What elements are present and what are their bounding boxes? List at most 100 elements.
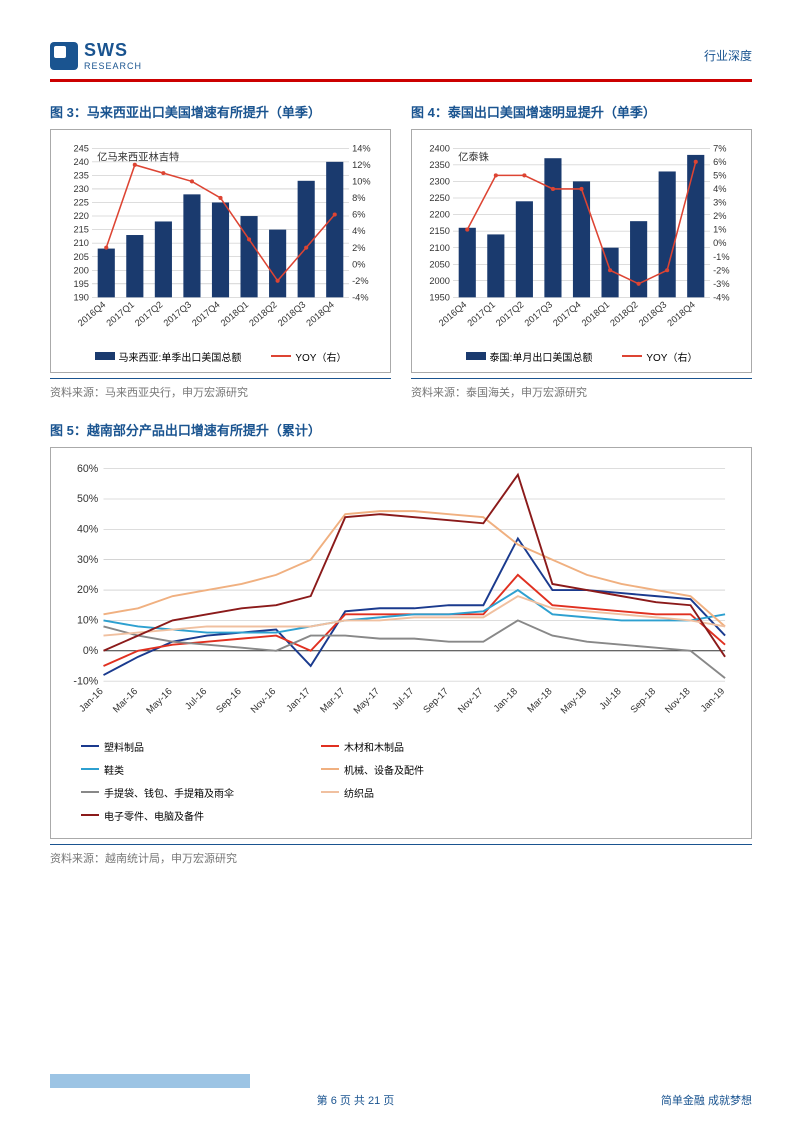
svg-text:245: 245 bbox=[73, 143, 88, 153]
svg-text:2018Q2: 2018Q2 bbox=[608, 299, 640, 328]
svg-text:Jan-17: Jan-17 bbox=[284, 686, 312, 714]
svg-text:Nov-18: Nov-18 bbox=[663, 686, 693, 716]
svg-text:2016Q4: 2016Q4 bbox=[76, 299, 108, 328]
svg-text:2018Q4: 2018Q4 bbox=[665, 299, 697, 328]
svg-text:215: 215 bbox=[73, 225, 88, 235]
chart3-legend: 马来西亚:单季出口美国总额 YOY（右） bbox=[56, 349, 385, 364]
svg-text:1%: 1% bbox=[713, 225, 726, 235]
svg-text:-2%: -2% bbox=[713, 265, 729, 275]
svg-text:14%: 14% bbox=[352, 143, 371, 153]
chart5-source: 资料来源：越南统计局，申万宏源研究 bbox=[50, 844, 752, 866]
svg-text:Mar-18: Mar-18 bbox=[525, 686, 554, 715]
header-category: 行业深度 bbox=[704, 47, 752, 64]
svg-text:2017Q4: 2017Q4 bbox=[551, 299, 583, 328]
chart4-bar-legend: 泰国:单月出口美国总额 bbox=[490, 349, 593, 364]
svg-text:0%: 0% bbox=[83, 645, 99, 657]
chart3-bar-legend: 马来西亚:单季出口美国总额 bbox=[119, 349, 242, 364]
svg-text:2018Q1: 2018Q1 bbox=[219, 299, 251, 328]
svg-text:2050: 2050 bbox=[429, 259, 450, 269]
svg-text:7%: 7% bbox=[713, 143, 726, 153]
svg-text:2018Q2: 2018Q2 bbox=[247, 299, 279, 328]
chart4-line-legend: YOY（右） bbox=[646, 349, 697, 364]
svg-text:2250: 2250 bbox=[429, 193, 450, 203]
logo-main: SWS bbox=[84, 40, 142, 61]
chart3-block: 图 3：马来西亚出口美国增速有所提升（单季） 19019520020521021… bbox=[50, 102, 391, 400]
chart5-legend-item: 纺织品 bbox=[321, 785, 521, 800]
svg-text:亿马来西亚林吉特: 亿马来西亚林吉特 bbox=[97, 151, 179, 164]
page-header: SWS RESEARCH 行业深度 bbox=[50, 40, 752, 82]
footer-slogan: 简单金融 成就梦想 bbox=[661, 1092, 752, 1108]
svg-text:195: 195 bbox=[73, 279, 88, 289]
logo-sub: RESEARCH bbox=[84, 61, 142, 71]
svg-text:May-17: May-17 bbox=[352, 686, 382, 716]
svg-text:60%: 60% bbox=[77, 462, 99, 474]
svg-text:205: 205 bbox=[73, 252, 88, 262]
svg-text:10%: 10% bbox=[77, 614, 99, 626]
logo-icon bbox=[50, 42, 78, 70]
chart5-title: 图 5：越南部分产品出口增速有所提升（累计） bbox=[50, 420, 752, 439]
chart5-block: 图 5：越南部分产品出口增速有所提升（累计） -10%0%10%20%30%40… bbox=[50, 420, 752, 866]
svg-text:4%: 4% bbox=[352, 226, 365, 236]
svg-text:2100: 2100 bbox=[429, 243, 450, 253]
svg-text:-10%: -10% bbox=[73, 675, 98, 687]
svg-text:Jan-16: Jan-16 bbox=[77, 686, 105, 714]
svg-text:Jul-18: Jul-18 bbox=[597, 686, 623, 712]
svg-text:2017Q4: 2017Q4 bbox=[190, 299, 222, 328]
svg-text:Mar-17: Mar-17 bbox=[318, 686, 347, 715]
svg-text:5%: 5% bbox=[713, 170, 726, 180]
chart5-svg: -10%0%10%20%30%40%50%60%Jan-16Mar-16May-… bbox=[61, 458, 741, 734]
svg-text:Jul-16: Jul-16 bbox=[183, 686, 209, 712]
svg-text:Jan-18: Jan-18 bbox=[492, 686, 520, 714]
chart5-legend-item: 手提袋、钱包、手提箱及雨伞 bbox=[81, 785, 281, 800]
svg-text:Sep-18: Sep-18 bbox=[629, 686, 659, 716]
svg-text:-4%: -4% bbox=[352, 292, 368, 302]
chart3-svg: 190195200205210215220225230235240245-4%-… bbox=[56, 138, 385, 344]
svg-text:190: 190 bbox=[73, 292, 88, 302]
svg-text:Nov-17: Nov-17 bbox=[456, 686, 486, 716]
svg-text:-3%: -3% bbox=[713, 279, 729, 289]
chart4-block: 图 4：泰国出口美国增速明显提升（单季） 1950200020502100215… bbox=[411, 102, 752, 400]
svg-text:Jul-17: Jul-17 bbox=[390, 686, 416, 712]
svg-text:225: 225 bbox=[73, 198, 88, 208]
chart5-legend-item: 木材和木制品 bbox=[321, 739, 521, 754]
footer: 第 6 页 共 21 页 简单金融 成就梦想 bbox=[50, 1092, 752, 1108]
svg-text:2017Q3: 2017Q3 bbox=[523, 299, 555, 328]
svg-text:240: 240 bbox=[73, 157, 88, 167]
svg-text:2018Q1: 2018Q1 bbox=[580, 299, 612, 328]
svg-text:3%: 3% bbox=[713, 198, 726, 208]
chart3-title: 图 3：马来西亚出口美国增速有所提升（单季） bbox=[50, 102, 391, 121]
svg-text:Mar-16: Mar-16 bbox=[111, 686, 140, 715]
svg-text:2400: 2400 bbox=[429, 143, 450, 153]
svg-text:2017Q2: 2017Q2 bbox=[494, 299, 526, 328]
chart4-source: 资料来源：泰国海关，申万宏源研究 bbox=[411, 378, 752, 400]
svg-text:2%: 2% bbox=[713, 211, 726, 221]
svg-text:0%: 0% bbox=[713, 238, 726, 248]
svg-text:200: 200 bbox=[73, 265, 88, 275]
svg-text:30%: 30% bbox=[77, 554, 99, 566]
chart5-legend-item: 塑料制品 bbox=[81, 739, 281, 754]
footer-page: 第 6 页 共 21 页 bbox=[317, 1092, 395, 1108]
svg-text:2200: 2200 bbox=[429, 210, 450, 220]
chart5-legend: 塑料制品木材和木制品鞋类机械、设备及配件手提袋、钱包、手提箱及雨伞纺织品电子零件… bbox=[61, 734, 741, 828]
chart5-legend-item: 电子零件、电脑及备件 bbox=[81, 808, 281, 823]
svg-text:亿泰铢: 亿泰铢 bbox=[458, 151, 489, 164]
chart4-title: 图 4：泰国出口美国增速明显提升（单季） bbox=[411, 102, 752, 121]
svg-text:230: 230 bbox=[73, 184, 88, 194]
svg-text:2017Q3: 2017Q3 bbox=[162, 299, 194, 328]
svg-text:Jan-19: Jan-19 bbox=[699, 686, 727, 714]
svg-text:50%: 50% bbox=[77, 493, 99, 505]
svg-text:6%: 6% bbox=[352, 210, 365, 220]
chart4-legend: 泰国:单月出口美国总额 YOY（右） bbox=[417, 349, 746, 364]
svg-text:2017Q1: 2017Q1 bbox=[104, 299, 136, 328]
logo: SWS RESEARCH bbox=[50, 40, 142, 71]
svg-text:2350: 2350 bbox=[429, 160, 450, 170]
svg-text:6%: 6% bbox=[713, 157, 726, 167]
svg-text:4%: 4% bbox=[713, 184, 726, 194]
svg-text:40%: 40% bbox=[77, 523, 99, 535]
svg-text:2%: 2% bbox=[352, 243, 365, 253]
svg-text:10%: 10% bbox=[352, 176, 371, 186]
svg-text:Sep-16: Sep-16 bbox=[214, 686, 244, 716]
footer-accent-bar bbox=[50, 1074, 250, 1088]
svg-text:235: 235 bbox=[73, 170, 88, 180]
svg-text:1950: 1950 bbox=[429, 292, 450, 302]
